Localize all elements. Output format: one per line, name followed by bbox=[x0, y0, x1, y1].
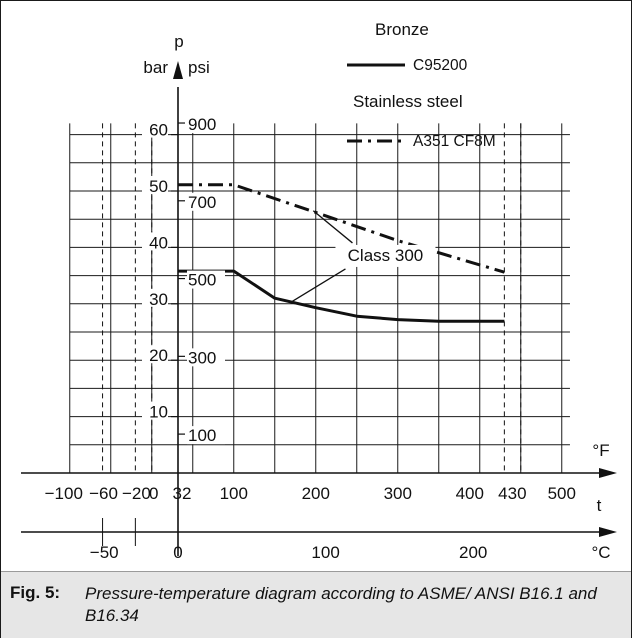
tick-label-background bbox=[187, 348, 225, 367]
annotation-class-300: Class 300 bbox=[348, 246, 424, 265]
fahrenheit-tick-label: −100 bbox=[45, 484, 83, 503]
bar-tick-label: 60 bbox=[149, 121, 168, 140]
celsius-tick-label: −50 bbox=[90, 543, 119, 562]
tick-label-background bbox=[142, 176, 168, 194]
bar-tick-label: 30 bbox=[149, 290, 168, 309]
fahrenheit-tick-label: 400 bbox=[456, 484, 484, 503]
annotation-leader-line bbox=[290, 268, 346, 303]
figure-caption: Fig. 5: Pressure-temperature diagram acc… bbox=[1, 571, 631, 638]
psi-tick-label: 900 bbox=[188, 115, 216, 134]
fahrenheit-tick-label: 200 bbox=[302, 484, 330, 503]
tick-label-background bbox=[142, 119, 168, 138]
psi-tick-label: 100 bbox=[188, 426, 216, 445]
psi-tick-label: 300 bbox=[188, 348, 216, 367]
bar-tick-label: 10 bbox=[149, 403, 168, 422]
tick-label-background bbox=[142, 232, 168, 251]
x-axis-symbol: t bbox=[597, 496, 602, 515]
y-axis-symbol: p bbox=[174, 32, 183, 51]
axes bbox=[21, 61, 617, 556]
legend-group-title-stainless: Stainless steel bbox=[353, 92, 463, 111]
y-axis-unit-psi: psi bbox=[188, 58, 210, 77]
x-unit-celsius: °C bbox=[591, 543, 610, 562]
fahrenheit-tick-label: 500 bbox=[548, 484, 576, 503]
annotation-background bbox=[335, 244, 436, 267]
fahrenheit-tick-label: 300 bbox=[384, 484, 412, 503]
psi-tick-label: 700 bbox=[188, 193, 216, 212]
tick-label-background bbox=[142, 401, 168, 420]
celsius-tick-label: 200 bbox=[459, 543, 487, 562]
fahrenheit-tick-label: 100 bbox=[220, 484, 248, 503]
legend: Bronze C95200 Stainless steel A351 CF8M bbox=[347, 20, 496, 150]
y-axis-arrow bbox=[173, 61, 183, 79]
celsius-tick-label: 100 bbox=[311, 543, 339, 562]
x-axis-fahrenheit-arrow bbox=[599, 468, 617, 478]
x-unit-fahrenheit: °F bbox=[592, 441, 609, 460]
tick-label-background bbox=[187, 426, 225, 445]
caption-text: Pressure-temperature diagram according t… bbox=[85, 584, 597, 625]
x-axis-celsius-arrow bbox=[599, 527, 617, 537]
fahrenheit-tick-label: 32 bbox=[173, 484, 192, 503]
fahrenheit-tick-label: −60 bbox=[89, 484, 118, 503]
legend-label-c95200: C95200 bbox=[413, 57, 468, 74]
y-axis-unit-bar: bar bbox=[143, 58, 168, 77]
bar-tick-label: 40 bbox=[149, 233, 168, 252]
caption-label: Fig. 5: bbox=[10, 583, 61, 602]
psi-tick-label: 500 bbox=[188, 271, 216, 290]
series-line-c95200 bbox=[178, 269, 505, 323]
fahrenheit-tick-label: −20 bbox=[122, 484, 151, 503]
legend-label-a351-cf8m: A351 CF8M bbox=[413, 133, 496, 150]
tick-label-background bbox=[187, 192, 225, 211]
tick-label-background bbox=[187, 115, 225, 134]
tick-label-background bbox=[187, 270, 225, 289]
fahrenheit-tick-label: 430 bbox=[498, 484, 526, 503]
legend-group-title-bronze: Bronze bbox=[375, 20, 429, 39]
tick-label-background bbox=[142, 345, 168, 364]
fahrenheit-tick-label: 0 bbox=[149, 484, 158, 503]
bar-tick-label: 50 bbox=[149, 177, 168, 196]
celsius-tick-label: 0 bbox=[173, 543, 182, 562]
bar-tick-label: 20 bbox=[149, 346, 168, 365]
annotation-leader-line bbox=[312, 210, 353, 244]
tick-label-background bbox=[142, 288, 168, 307]
